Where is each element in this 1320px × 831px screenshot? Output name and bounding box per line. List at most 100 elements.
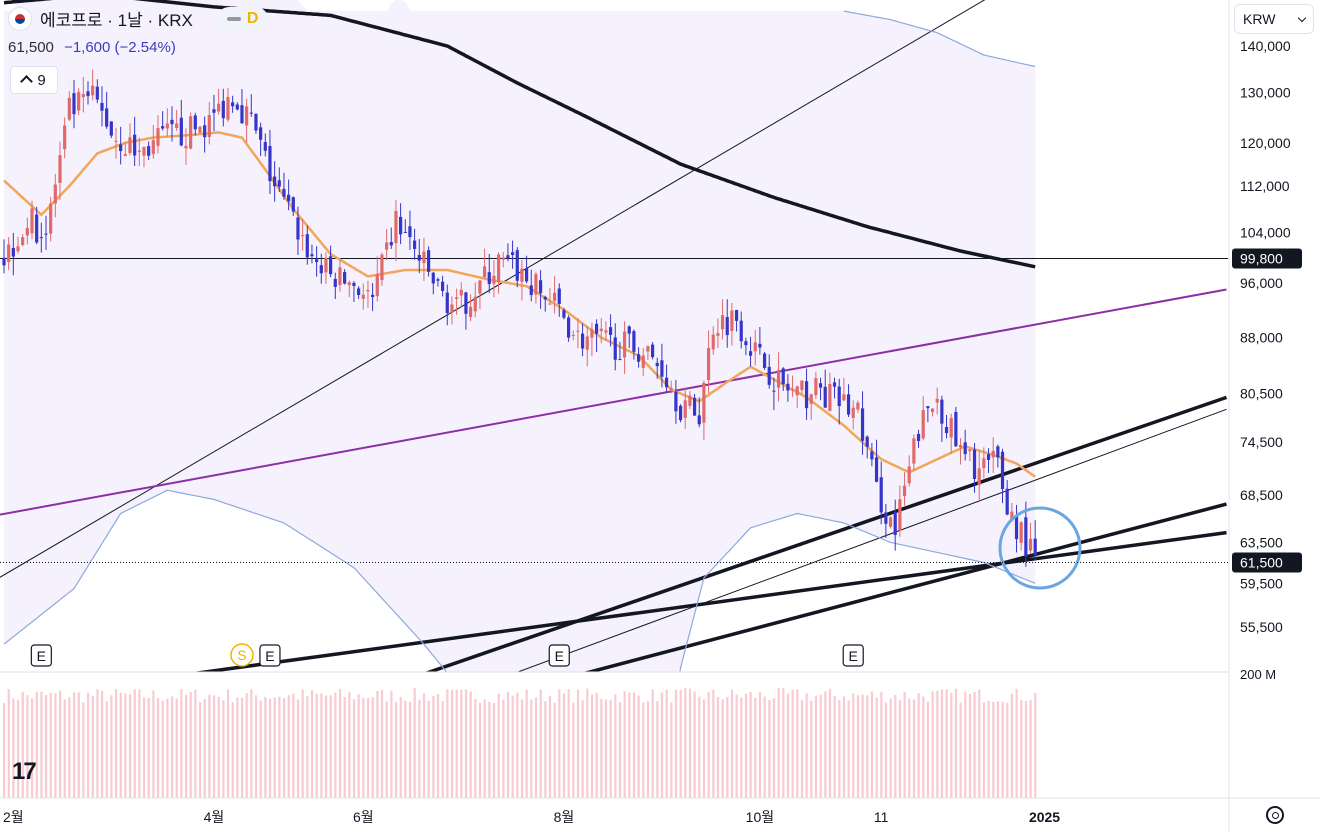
candle[interactable]	[357, 286, 361, 299]
dividend-marker[interactable]: S	[230, 643, 254, 667]
candle[interactable]	[818, 377, 823, 401]
candle[interactable]	[585, 326, 589, 367]
candle[interactable]	[506, 243, 510, 262]
candle[interactable]	[165, 108, 169, 137]
candle[interactable]	[795, 385, 799, 408]
candle[interactable]	[688, 391, 692, 409]
candle[interactable]	[832, 377, 837, 399]
candle[interactable]	[119, 126, 123, 165]
candle[interactable]	[63, 117, 67, 159]
candle[interactable]	[469, 294, 473, 322]
candle[interactable]	[496, 252, 501, 294]
candle[interactable]	[249, 94, 253, 117]
candle[interactable]	[940, 395, 944, 442]
candle[interactable]	[291, 196, 295, 216]
candle[interactable]	[1033, 520, 1037, 560]
candle[interactable]	[184, 128, 188, 165]
candle[interactable]	[473, 282, 477, 318]
candle[interactable]	[478, 280, 482, 310]
candle[interactable]	[874, 439, 879, 483]
candle[interactable]	[161, 111, 165, 131]
candle[interactable]	[548, 288, 552, 305]
candle[interactable]	[305, 225, 309, 265]
candle[interactable]	[277, 167, 281, 193]
candle[interactable]	[678, 404, 683, 423]
candle[interactable]	[758, 326, 762, 355]
candle[interactable]	[417, 238, 421, 274]
candle[interactable]	[193, 112, 197, 136]
candle[interactable]	[268, 129, 272, 195]
thick-trend-line[interactable]	[191, 530, 1227, 674]
candle[interactable]	[851, 400, 855, 430]
candle[interactable]	[343, 269, 347, 285]
candle[interactable]	[324, 252, 328, 284]
candle[interactable]	[618, 341, 622, 361]
candle[interactable]	[734, 309, 739, 332]
candle[interactable]	[921, 396, 925, 441]
candle[interactable]	[888, 515, 893, 529]
candle[interactable]	[1019, 521, 1023, 551]
candle[interactable]	[282, 172, 286, 200]
candle[interactable]	[613, 323, 617, 371]
candle[interactable]	[632, 329, 636, 360]
candle[interactable]	[790, 375, 795, 397]
candle[interactable]	[221, 88, 225, 127]
candle[interactable]	[352, 281, 356, 302]
candlesticks[interactable]	[2, 69, 1037, 567]
candle[interactable]	[856, 400, 860, 413]
candle[interactable]	[25, 217, 29, 245]
candle[interactable]	[35, 206, 39, 245]
candle[interactable]	[366, 280, 370, 308]
candle[interactable]	[151, 125, 155, 159]
candle[interactable]	[524, 255, 529, 284]
candle[interactable]	[534, 271, 538, 304]
candle[interactable]	[39, 222, 43, 253]
thin-trend-line[interactable]	[513, 408, 1227, 674]
time-axis[interactable]: 2월 4월 6월 8월 10월 11 2025	[3, 809, 1060, 825]
candle[interactable]	[935, 387, 939, 415]
candle[interactable]	[781, 367, 785, 391]
interval-pill[interactable]: D	[216, 6, 269, 31]
candle[interactable]	[142, 146, 146, 168]
candle[interactable]	[702, 380, 706, 441]
candle[interactable]	[800, 380, 804, 395]
candle[interactable]	[30, 200, 34, 240]
candle[interactable]	[413, 228, 417, 260]
candle[interactable]	[902, 472, 907, 506]
candle[interactable]	[515, 247, 519, 288]
candle[interactable]	[716, 318, 720, 349]
candle[interactable]	[263, 133, 267, 157]
candle[interactable]	[403, 219, 407, 234]
candle[interactable]	[683, 387, 687, 429]
candle[interactable]	[464, 291, 468, 330]
candle[interactable]	[207, 102, 211, 145]
candle[interactable]	[427, 246, 431, 277]
candle[interactable]	[674, 379, 678, 424]
candle[interactable]	[669, 380, 673, 394]
candle[interactable]	[77, 88, 81, 116]
earnings-marker[interactable]: E	[30, 644, 52, 667]
candle[interactable]	[16, 236, 20, 254]
candle[interactable]	[81, 76, 85, 113]
candle[interactable]	[786, 374, 790, 402]
candle[interactable]	[179, 99, 183, 147]
candle[interactable]	[137, 137, 141, 167]
candle[interactable]	[776, 352, 781, 402]
candle[interactable]	[604, 321, 608, 342]
candle[interactable]	[590, 322, 594, 357]
candle[interactable]	[375, 256, 379, 302]
currency-select[interactable]: KRW	[1234, 4, 1314, 34]
candle[interactable]	[912, 434, 916, 471]
candle[interactable]	[842, 378, 846, 402]
candle[interactable]	[226, 87, 230, 122]
candle[interactable]	[636, 347, 641, 368]
candle[interactable]	[968, 449, 972, 462]
candle[interactable]	[744, 337, 748, 356]
candle[interactable]	[660, 343, 664, 388]
candle[interactable]	[385, 228, 389, 261]
candle[interactable]	[725, 299, 729, 348]
candle[interactable]	[487, 253, 491, 294]
candle[interactable]	[510, 240, 515, 269]
candle[interactable]	[49, 196, 53, 242]
